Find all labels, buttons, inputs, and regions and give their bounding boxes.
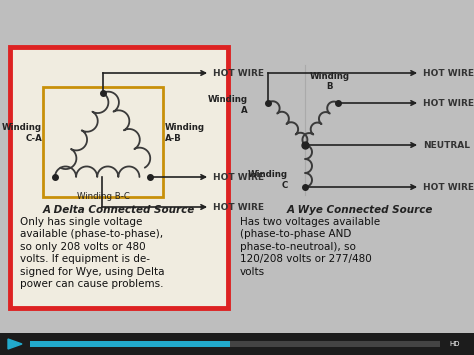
Text: HOT WIRE: HOT WIRE: [423, 182, 474, 191]
Text: A Delta Connected Source: A Delta Connected Source: [43, 205, 195, 215]
Bar: [10, 47, 228, 308]
Bar: [30, 341, 230, 347]
Text: Winding
B: Winding B: [310, 72, 350, 91]
Text: HOT WIRE: HOT WIRE: [423, 98, 474, 108]
Text: Winding
A-B: Winding A-B: [165, 123, 205, 143]
Text: A Wye Connected Source: A Wye Connected Source: [287, 205, 433, 215]
Bar: [30, 341, 440, 347]
Text: Winding
C: Winding C: [248, 170, 288, 190]
Text: HOT WIRE: HOT WIRE: [423, 69, 474, 77]
Text: NEUTRAL: NEUTRAL: [423, 141, 470, 149]
Text: Winding
C-A: Winding C-A: [2, 123, 42, 143]
Text: Winding
A: Winding A: [208, 95, 248, 115]
Text: HOT WIRE: HOT WIRE: [213, 202, 264, 212]
Text: HD: HD: [449, 341, 460, 347]
Bar: [43, 87, 163, 197]
Text: Winding B-C: Winding B-C: [77, 192, 129, 201]
Text: Has two voltages available
(phase-to-phase AND
phase-to-neutroal), so
120/208 vo: Has two voltages available (phase-to-pha…: [240, 217, 380, 277]
Text: HOT WIRE: HOT WIRE: [213, 69, 264, 77]
Polygon shape: [8, 339, 22, 349]
Bar: [0, 333, 474, 355]
Text: HOT WIRE: HOT WIRE: [213, 173, 264, 181]
Text: Only has single voltage
available (phase-to-phase),
so only 208 volts or 480
vol: Only has single voltage available (phase…: [20, 217, 164, 289]
